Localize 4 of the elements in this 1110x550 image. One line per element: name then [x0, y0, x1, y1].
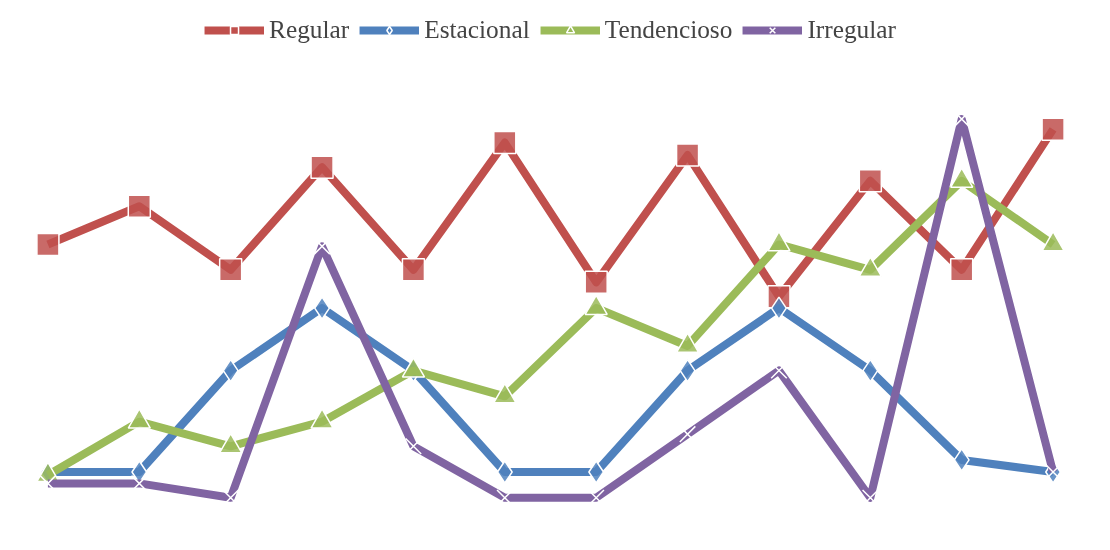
- legend-label: Estacional: [424, 15, 530, 44]
- legend-label: Irregular: [807, 15, 896, 44]
- legend-label: Tendencioso: [604, 15, 733, 44]
- legend-label: Regular: [269, 15, 350, 44]
